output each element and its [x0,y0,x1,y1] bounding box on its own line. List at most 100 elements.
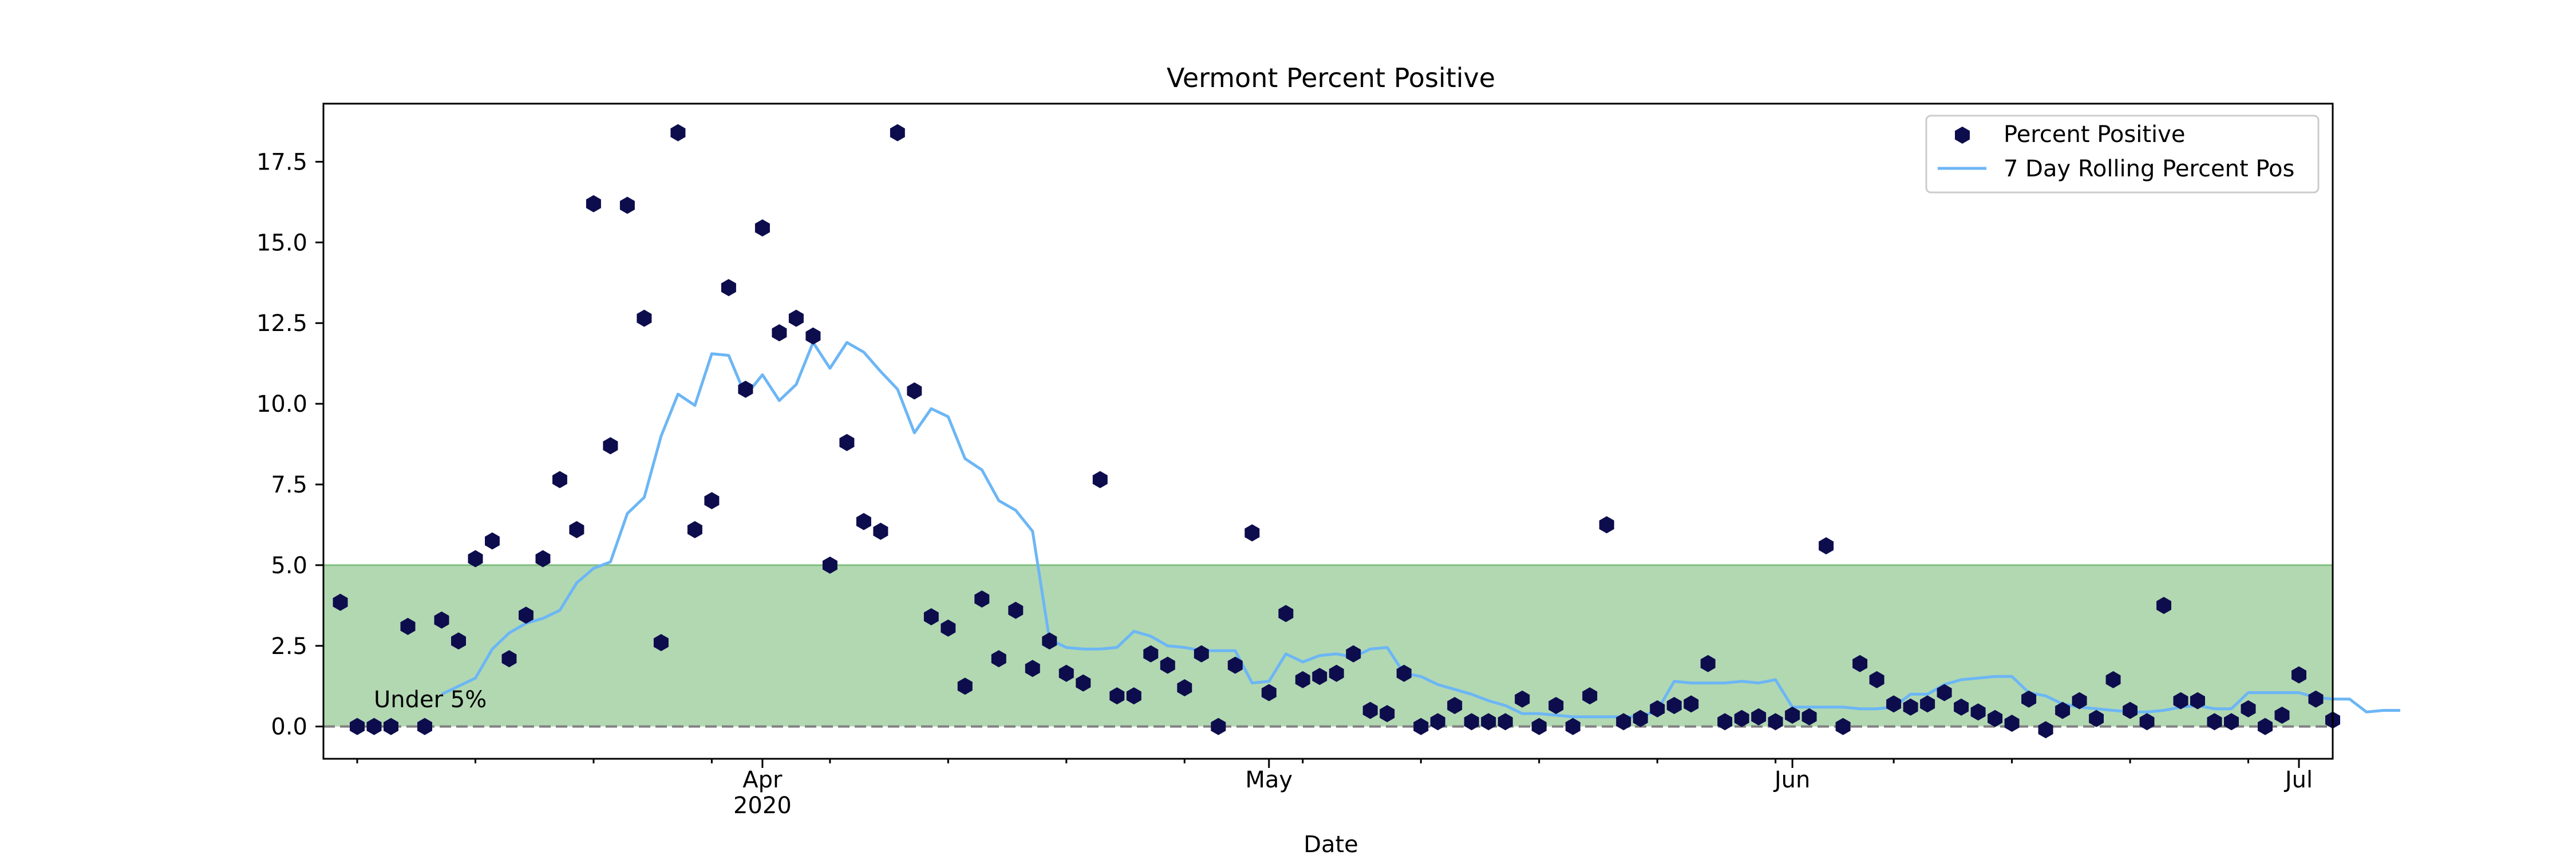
data-point [1937,684,1952,702]
data-point [1650,700,1665,718]
threshold-label: Under 5% [374,687,487,713]
y-tick-label: 5.0 [271,553,307,579]
data-point [974,590,990,608]
data-point [822,556,837,574]
data-point [1700,655,1716,672]
data-point [2258,718,2273,735]
legend-frame [1925,115,2320,194]
legend-label-rolling: 7 Day Rolling Percent Pos [2004,156,2294,182]
data-point [1312,668,1327,685]
rolling-line-layer [441,341,2400,719]
data-point [1970,703,1986,721]
data-point [1278,605,1294,622]
y-tick-label: 0.0 [271,714,307,740]
data-point [417,718,432,735]
data-point [485,532,500,550]
data-point [1109,687,1125,705]
data-point [1785,706,1800,724]
data-point [704,492,720,510]
data-point [721,279,736,297]
data-point [1599,516,1614,534]
data-point [1329,664,1344,682]
data-point [2072,692,2087,710]
data-point [2123,702,2138,719]
data-point [2224,713,2239,731]
data-point [1295,671,1310,688]
data-point [772,324,787,342]
data-point [754,219,770,237]
data-point [839,434,855,451]
data-point [1380,705,1395,723]
x-tick-label: Jul [2283,767,2313,793]
data-point [2004,715,2020,732]
data-point [1244,524,1260,542]
x-tick-sublabel: 2020 [733,793,792,819]
data-point [434,611,449,629]
y-tick-label: 2.5 [271,633,307,660]
y-tick-label: 12.5 [256,310,307,337]
x-tick-label: Jun [1773,767,1811,793]
data-point [2173,692,2188,710]
data-point [856,513,871,530]
data-point [1194,645,1209,663]
data-point [1126,687,1141,705]
y-tick-label: 7.5 [271,472,307,498]
data-point [653,634,669,652]
y-tick-label: 15.0 [256,230,307,256]
data-point [586,195,601,212]
data-point [1565,718,1581,735]
data-point [1042,632,1057,650]
data-point [1008,601,1024,619]
data-point [1633,710,1648,727]
data-point [670,124,686,141]
data-point [501,650,517,668]
data-point [957,677,973,695]
data-point [1177,679,1192,696]
data-point [923,608,939,625]
data-point [1481,713,1496,731]
data-point [1768,713,1783,731]
data-point [400,617,416,635]
data-point [637,309,652,327]
data-point [535,550,551,568]
data-point [2055,702,2071,719]
data-point [1852,655,1868,672]
data-point [1430,713,1445,731]
data-point [1666,697,1682,714]
data-point [1447,697,1463,714]
data-point [1684,695,1699,713]
data-point [1515,690,1530,708]
data-point [1227,656,1243,674]
data-point [619,196,635,214]
chart-title: Vermont Percent Positive [1167,62,1495,93]
data-point [2021,690,2037,708]
data-point [1582,687,1598,705]
data-point [941,619,956,637]
data-point [2241,700,2256,718]
data-point [1835,718,1851,735]
series-line-rolling [441,341,2400,719]
data-point [1717,713,1733,731]
data-point [1211,718,1226,735]
x-axis-label: Date [1303,832,1358,858]
data-point [2105,671,2121,688]
x-tick-label: Apr [742,767,783,793]
data-point [1464,713,1479,731]
data-point [366,718,382,735]
x-tick-label: May [1245,767,1293,793]
data-point [2139,713,2155,731]
data-point [350,718,365,735]
data-point [1751,708,1767,726]
data-point [1058,664,1074,682]
data-point [1025,660,1040,677]
data-point [805,327,821,345]
data-point [1160,656,1175,674]
data-point [569,521,584,538]
data-point [890,124,905,141]
data-point [2274,706,2290,724]
y-tick-label: 17.5 [256,149,307,175]
data-point [1886,695,1902,713]
data-point [2190,692,2205,710]
